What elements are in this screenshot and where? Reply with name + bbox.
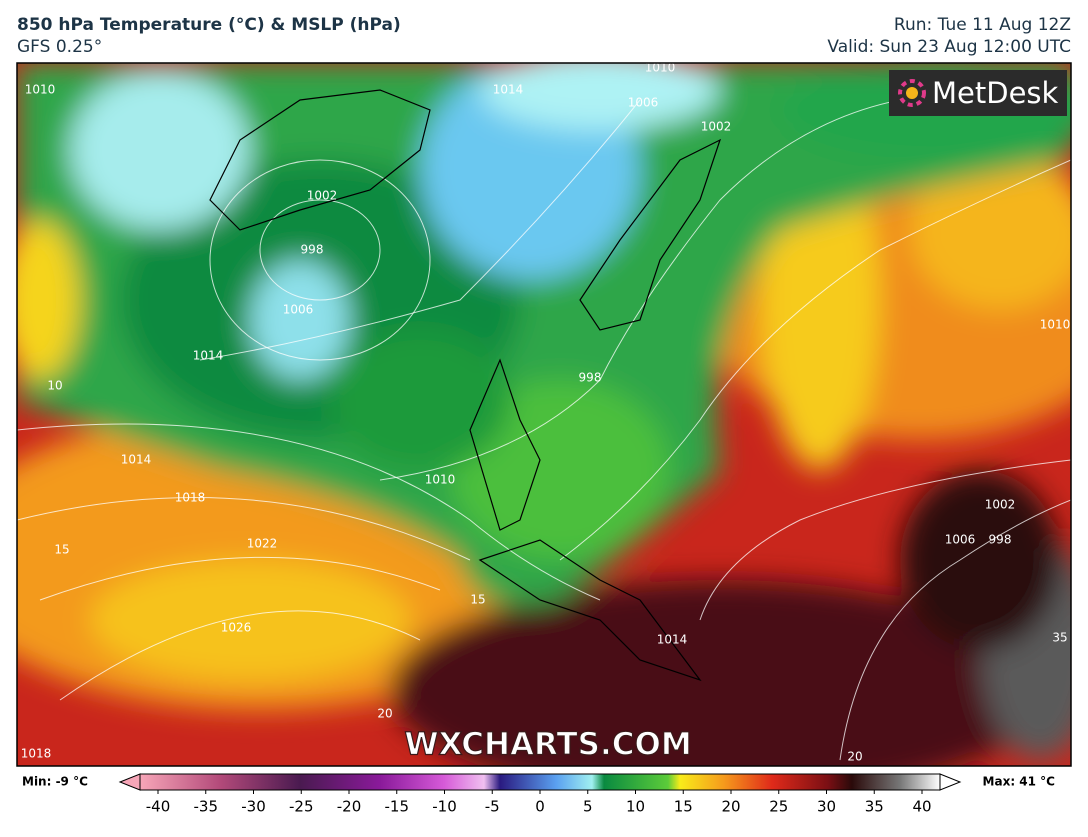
- contour-label: 998: [989, 533, 1012, 547]
- colorbar-tick-label: 15: [674, 798, 693, 816]
- logo-text: MetDesk: [932, 76, 1059, 110]
- colorbar-tick-label: 10: [626, 798, 645, 816]
- colorbar-tick-label: -35: [194, 798, 219, 816]
- contour-label: 15: [470, 593, 485, 607]
- map-frame: [16, 62, 1072, 767]
- contour-label: 1010: [25, 83, 56, 97]
- contour-label: 10: [47, 379, 62, 393]
- colorbar-tick-label: -25: [289, 798, 314, 816]
- valid-time: Valid: Sun 23 Aug 12:00 UTC: [827, 37, 1071, 57]
- colorbar-tick-label: 5: [583, 798, 593, 816]
- contour-label: 1022: [247, 537, 278, 551]
- contour-label: 1018: [21, 747, 52, 761]
- colorbar-tick-label: 20: [721, 798, 740, 816]
- contour-label: 20: [377, 707, 392, 721]
- contour-label: 15: [54, 543, 69, 557]
- colorbar-tick-label: -5: [485, 798, 500, 816]
- contour-label: 1010: [645, 61, 676, 75]
- map: 1010 1014 1002 998 1006 1014 1010 1014 1018 1022 1…: [17, 61, 1071, 766]
- max-label: Max: 41 °C: [983, 775, 1056, 789]
- contour-label: 1018: [175, 491, 206, 505]
- watermark: WXCHARTS.COM: [404, 727, 691, 763]
- colorbar-tick-label: -20: [337, 798, 362, 816]
- colorbar: [118, 773, 962, 791]
- contour-label: 1010: [425, 473, 456, 487]
- contour-label: 1014: [493, 83, 524, 97]
- contour-label: 998: [579, 371, 602, 385]
- contour-label: 1014: [121, 453, 152, 467]
- colorbar-tick-label: -10: [432, 798, 457, 816]
- contour-label: 1006: [628, 96, 659, 110]
- colorbar-tick-label: -30: [241, 798, 266, 816]
- run-time: Run: Tue 11 Aug 12Z: [894, 15, 1071, 35]
- contour-label: 1006: [283, 303, 314, 317]
- contour-label: 20: [847, 750, 862, 764]
- contour-label: 1006: [945, 533, 976, 547]
- colorbar-tick-label: 35: [865, 798, 884, 816]
- title: 850 hPa Temperature (°C) & MSLP (hPa): [17, 15, 401, 35]
- colorbar-tick-label: 0: [535, 798, 545, 816]
- contour-label: 1002: [985, 498, 1016, 512]
- logo: MetDesk: [889, 70, 1067, 116]
- colorbar-tick-label: 25: [769, 798, 788, 816]
- colorbar-tick-label: 30: [817, 798, 836, 816]
- contour-label: 1014: [657, 633, 688, 647]
- colorbar-tick-label: 40: [912, 798, 931, 816]
- colorbar-tick-label: -15: [385, 798, 410, 816]
- contour-label: 1010: [1040, 318, 1071, 332]
- contour-label: 1014: [193, 349, 224, 363]
- min-label: Min: -9 °C: [22, 775, 88, 789]
- contour-label: 35: [1052, 631, 1067, 645]
- contour-label: 1026: [221, 621, 252, 635]
- contour-label: 1002: [307, 189, 338, 203]
- contour-label: 998: [301, 243, 324, 257]
- contour-label: 1002: [701, 120, 732, 134]
- colorbar-tick-label: -40: [146, 798, 171, 816]
- subtitle: GFS 0.25°: [17, 37, 102, 57]
